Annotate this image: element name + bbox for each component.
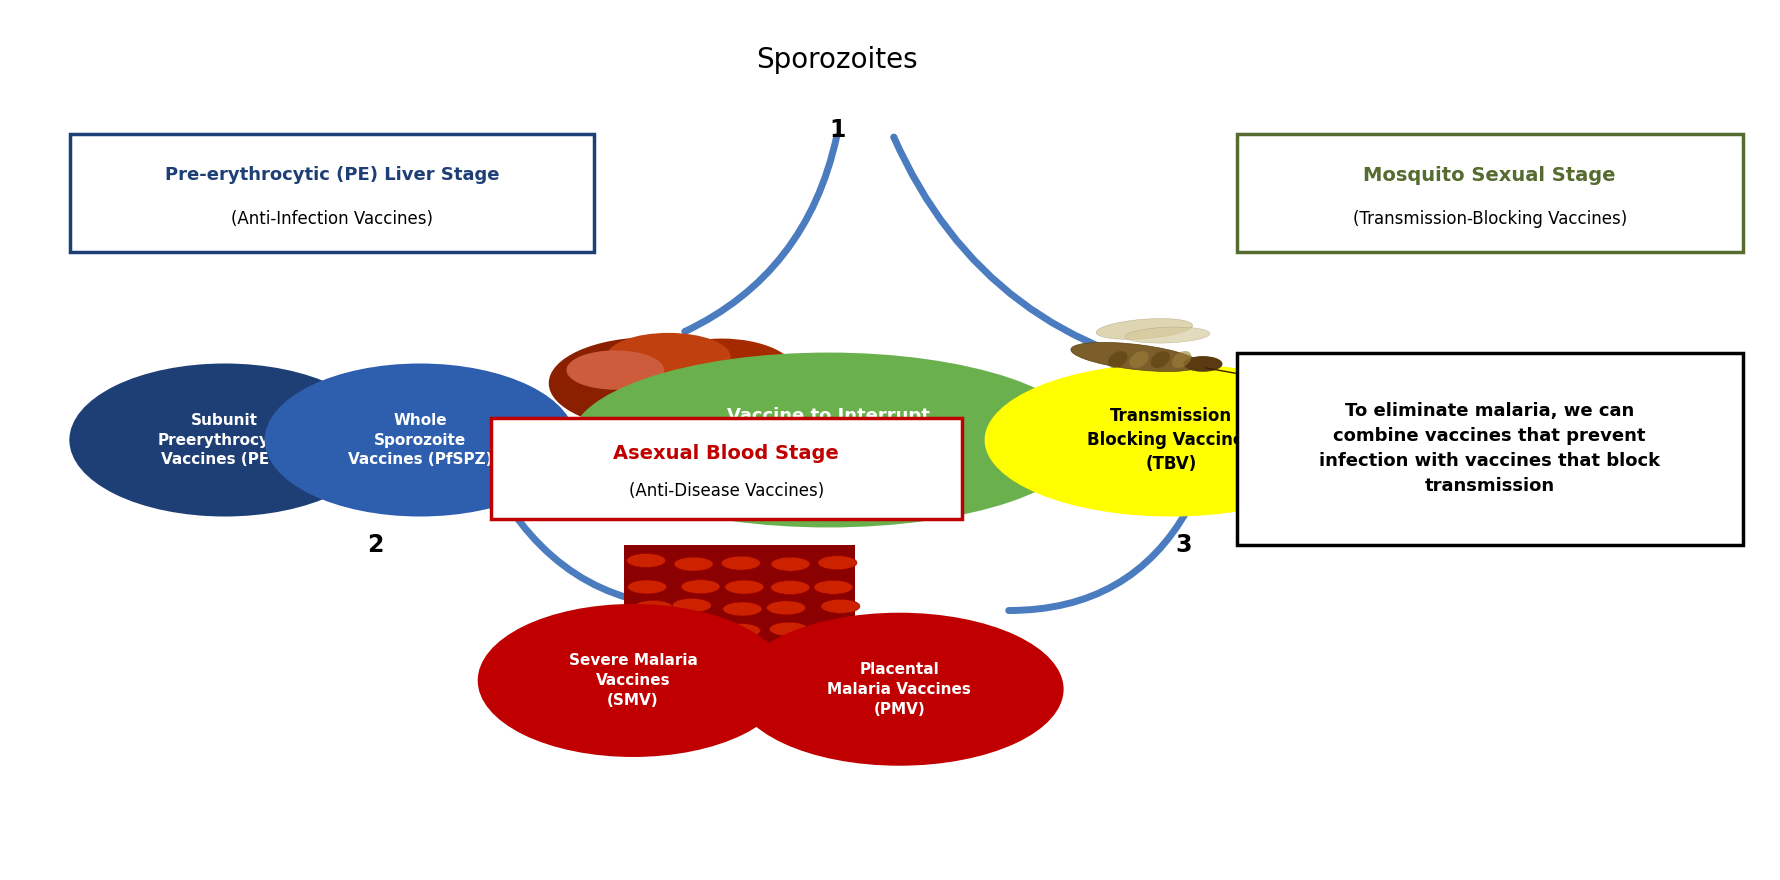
Text: (Transmission-Blocking Vaccines): (Transmission-Blocking Vaccines): [1351, 210, 1625, 228]
Text: Severe Malaria
Vaccines
(SMV): Severe Malaria Vaccines (SMV): [568, 653, 698, 708]
Text: To eliminate malaria, we can
combine vaccines that prevent
infection with vaccin: To eliminate malaria, we can combine vac…: [1319, 402, 1659, 495]
Ellipse shape: [1171, 351, 1191, 368]
FancyBboxPatch shape: [69, 134, 595, 252]
Ellipse shape: [821, 599, 860, 613]
Ellipse shape: [634, 600, 673, 614]
Text: Whole
Sporozoite
Vaccines (PfSPZ): Whole Sporozoite Vaccines (PfSPZ): [347, 413, 491, 467]
Ellipse shape: [771, 581, 810, 595]
Ellipse shape: [769, 622, 808, 636]
Ellipse shape: [566, 350, 664, 390]
Ellipse shape: [627, 580, 666, 594]
Ellipse shape: [1095, 319, 1193, 340]
Ellipse shape: [680, 580, 719, 594]
Ellipse shape: [69, 363, 379, 517]
Text: Asexual Blood Stage: Asexual Blood Stage: [612, 444, 838, 463]
Ellipse shape: [813, 580, 853, 594]
Ellipse shape: [646, 339, 797, 410]
Text: 1: 1: [828, 118, 846, 142]
Ellipse shape: [765, 601, 805, 615]
FancyBboxPatch shape: [491, 418, 961, 518]
Ellipse shape: [1150, 351, 1169, 368]
Text: 2: 2: [367, 533, 384, 557]
Text: Pre-erythrocytic (PE) Liver Stage: Pre-erythrocytic (PE) Liver Stage: [166, 166, 498, 184]
FancyArrowPatch shape: [500, 495, 705, 606]
Ellipse shape: [1182, 356, 1221, 371]
Text: (Anti-Disease Vaccines): (Anti-Disease Vaccines): [628, 481, 824, 500]
Ellipse shape: [735, 612, 1063, 766]
Ellipse shape: [771, 557, 810, 571]
Text: 3: 3: [1175, 533, 1191, 557]
Ellipse shape: [984, 363, 1356, 517]
FancyBboxPatch shape: [623, 545, 854, 646]
Text: Sporozoites: Sporozoites: [756, 46, 917, 74]
Text: (Anti-Infection Vaccines): (Anti-Infection Vaccines): [231, 210, 433, 228]
Ellipse shape: [1107, 351, 1127, 368]
Ellipse shape: [817, 556, 856, 569]
Ellipse shape: [548, 337, 753, 429]
Ellipse shape: [673, 598, 710, 612]
Text: Subunit
Preerythrocytic
Vaccines (PEV): Subunit Preerythrocytic Vaccines (PEV): [158, 413, 292, 467]
Ellipse shape: [721, 556, 760, 570]
Text: Mosquito Sexual Stage: Mosquito Sexual Stage: [1363, 165, 1614, 185]
Ellipse shape: [1129, 351, 1148, 368]
Ellipse shape: [812, 621, 849, 635]
Ellipse shape: [1125, 327, 1209, 343]
Ellipse shape: [678, 622, 717, 636]
Text: Transmission
Blocking Vaccines
(TBV): Transmission Blocking Vaccines (TBV): [1088, 407, 1253, 473]
Text: Vaccine to Interrupt
Malaria Transmission
(VIMT): Vaccine to Interrupt Malaria Transmissio…: [721, 407, 935, 473]
Ellipse shape: [477, 604, 789, 757]
Ellipse shape: [605, 333, 730, 381]
FancyArrowPatch shape: [685, 136, 837, 332]
FancyBboxPatch shape: [1235, 134, 1743, 252]
Ellipse shape: [673, 557, 712, 571]
Ellipse shape: [723, 602, 762, 616]
Ellipse shape: [571, 353, 1086, 527]
Ellipse shape: [265, 363, 575, 517]
Ellipse shape: [721, 624, 760, 637]
Text: Placental
Malaria Vaccines
(PMV): Placental Malaria Vaccines (PMV): [828, 662, 970, 716]
Ellipse shape: [627, 554, 666, 568]
FancyArrowPatch shape: [1007, 509, 1187, 611]
Ellipse shape: [724, 580, 764, 594]
Ellipse shape: [630, 621, 669, 635]
FancyArrowPatch shape: [894, 137, 1216, 378]
Ellipse shape: [1070, 342, 1200, 371]
FancyBboxPatch shape: [1235, 353, 1743, 545]
